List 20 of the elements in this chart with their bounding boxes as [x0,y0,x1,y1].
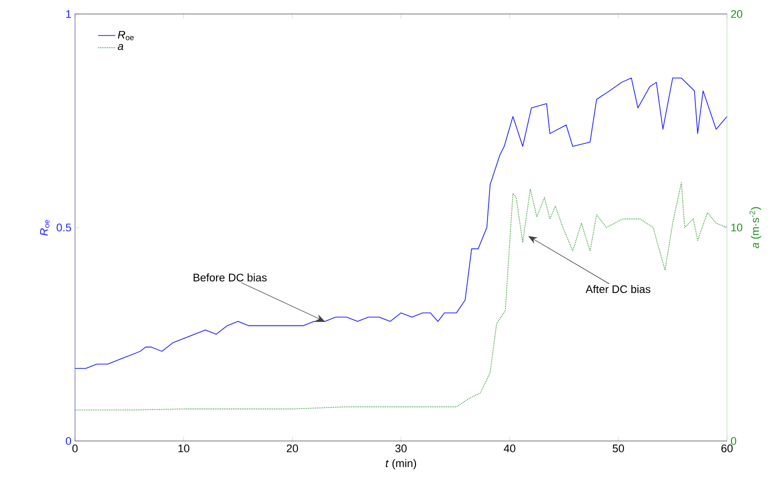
annotation: Before DC bias [194,273,267,282]
y-axis-title: R$_{oe}$ [40,220,50,236]
x-tick-label: 10 [178,444,190,452]
y2-tick-label: 0 [730,437,736,445]
x-tick-label: 0 [72,444,78,452]
x-tick-label: 40 [504,444,516,452]
x-axis-title: t (min) [386,459,416,470]
y2-tick-label: 20 [731,10,742,18]
x-tick-label: 30 [395,444,407,452]
y-tick-label: 0.5 [56,224,72,232]
x-tick-label: 50 [612,444,624,452]
y-tick-label: 1 [66,10,71,18]
legend-label: R$_{oe}$ [118,30,134,40]
y2-tick-label: 10 [731,224,742,232]
x-tick-label: 60 [721,444,733,452]
legend-label: a [118,44,124,50]
y-tick-label: 0 [66,437,72,445]
y2-axis-title: a (m·s$^{-2}$) [750,207,762,248]
annotation: After DC bias [586,285,650,294]
x-tick-label: 20 [286,444,298,452]
